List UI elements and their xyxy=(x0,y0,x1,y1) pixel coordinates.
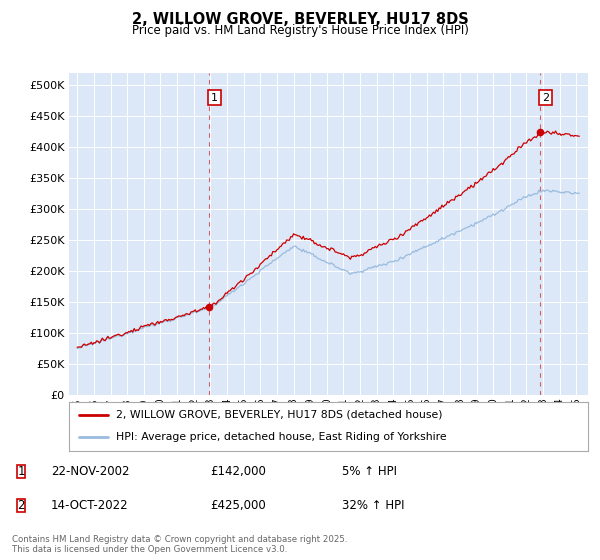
Text: HPI: Average price, detached house, East Riding of Yorkshire: HPI: Average price, detached house, East… xyxy=(116,432,446,442)
Text: 1: 1 xyxy=(17,465,25,478)
Text: 2, WILLOW GROVE, BEVERLEY, HU17 8DS (detached house): 2, WILLOW GROVE, BEVERLEY, HU17 8DS (det… xyxy=(116,410,442,420)
Text: 2: 2 xyxy=(17,498,25,512)
Text: 14-OCT-2022: 14-OCT-2022 xyxy=(51,498,128,512)
Text: Contains HM Land Registry data © Crown copyright and database right 2025.
This d: Contains HM Land Registry data © Crown c… xyxy=(12,535,347,554)
Text: 2: 2 xyxy=(542,92,549,102)
Text: 1: 1 xyxy=(211,92,218,102)
Text: 2, WILLOW GROVE, BEVERLEY, HU17 8DS: 2, WILLOW GROVE, BEVERLEY, HU17 8DS xyxy=(131,12,469,27)
Text: 5% ↑ HPI: 5% ↑ HPI xyxy=(342,465,397,478)
Text: Price paid vs. HM Land Registry's House Price Index (HPI): Price paid vs. HM Land Registry's House … xyxy=(131,24,469,36)
Text: 32% ↑ HPI: 32% ↑ HPI xyxy=(342,498,404,512)
Text: £425,000: £425,000 xyxy=(210,498,266,512)
Text: 22-NOV-2002: 22-NOV-2002 xyxy=(51,465,130,478)
Text: £142,000: £142,000 xyxy=(210,465,266,478)
